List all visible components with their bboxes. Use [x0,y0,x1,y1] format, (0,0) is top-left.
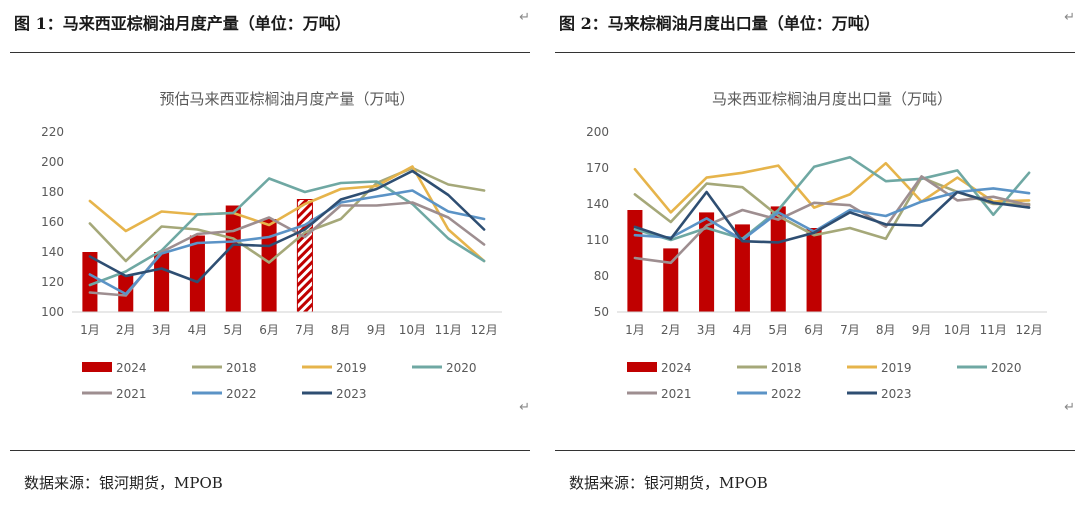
figure-panel-1: 图 1：马来西亚棕榈油月度产量（单位：万吨） ↵ 预估马来西亚棕榈油月度产量（万… [10,0,530,508]
legend-label-2023: 2023 [881,387,912,401]
y-tick-label: 170 [586,161,609,175]
x-tick-label: 3月 [152,323,172,337]
bar-2024 [82,252,98,312]
x-tick-label: 11月 [435,323,462,337]
x-tick-label: 5月 [223,323,243,337]
x-tick-label: 1月 [80,323,100,337]
x-tick-label: 8月 [331,323,351,337]
legend-label-2019: 2019 [881,361,912,375]
bar-2024 [261,219,277,312]
legend-label-2022: 2022 [226,387,257,401]
x-tick-label: 4月 [188,323,208,337]
legend-label-2020: 2020 [446,361,477,375]
bar-2024 [627,210,643,312]
bar-2024 [154,252,170,312]
legend-label-2018: 2018 [226,361,257,375]
line-2021 [633,175,1031,265]
legend-label-2020: 2020 [991,361,1022,375]
line-2023 [633,190,1031,244]
y-tick-label: 140 [41,245,64,259]
line-2018 [88,166,486,264]
y-tick-label: 220 [41,125,64,139]
legend-label-2023: 2023 [336,387,367,401]
x-tick-label: 2月 [116,323,136,337]
bar-2024 [225,205,241,312]
y-tick-label: 180 [41,185,64,199]
bar-2024 [734,224,750,312]
legend-label-2024: 2024 [116,361,147,375]
y-tick-label: 200 [41,155,64,169]
return-mark-icon: ↵ [519,10,530,25]
chart-title: 预估马来西亚棕榈油月度产量（万吨） [159,90,414,108]
x-tick-label: 12月 [470,323,497,337]
line-2019 [633,161,1031,214]
return-mark-icon: ↵ [1064,10,1075,25]
title-rule [555,52,1075,53]
production-chart: 预估马来西亚棕榈油月度产量（万吨） 100 120 140 160 180 200 220 1月… [41,90,502,401]
x-tick-label: 9月 [912,323,932,337]
x-tick-label: 4月 [733,323,753,337]
x-tick-label: 9月 [367,323,387,337]
x-tick-label: 7月 [295,323,315,337]
y-tick-label: 160 [41,215,64,229]
y-tick-label: 80 [594,269,609,283]
x-tick-label: 1月 [625,323,645,337]
bar-2024 [663,248,679,312]
bar-2024-forecast [296,199,313,313]
x-tick-label: 7月 [840,323,860,337]
x-tick-label: 11月 [980,323,1007,337]
x-tick-label: 3月 [697,323,717,337]
y-tick-label: 200 [586,125,609,139]
figure-title-1: 图 1：马来西亚棕榈油月度产量（单位：万吨） [14,14,351,33]
line-2022 [633,187,1031,242]
y-tick-label: 140 [586,197,609,211]
legend-swatch-2024 [627,362,657,372]
source-note-1: 数据来源：银河期货，MPOB [24,474,223,492]
x-tick-label: 8月 [876,323,896,337]
bottom-rule [10,450,530,451]
x-tick-label: 5月 [768,323,788,337]
bar-2024 [770,206,786,312]
chart-title: 马来西亚棕榈油月度出口量（万吨） [712,90,952,108]
x-tick-label: 6月 [259,323,279,337]
source-note-2: 数据来源：银河期货，MPOB [569,474,768,492]
bar-2024 [806,228,822,312]
y-tick-label: 120 [41,275,64,289]
legend-label-2019: 2019 [336,361,367,375]
bottom-rule [555,450,1075,451]
return-mark-icon: ↵ [1064,400,1075,415]
line-2020 [88,177,486,287]
line-2023 [88,169,486,284]
line-2022 [88,189,486,296]
legend-label-2024: 2024 [661,361,692,375]
x-tick-label: 12月 [1015,323,1042,337]
legend-label-2022: 2022 [771,387,802,401]
x-tick-label: 10月 [399,323,426,337]
legend-swatch-2024 [82,362,112,372]
legend-label-2021: 2021 [116,387,147,401]
legend-label-2021: 2021 [661,387,692,401]
x-tick-label: 2月 [661,323,681,337]
x-tick-label: 10月 [944,323,971,337]
x-tick-label: 6月 [804,323,824,337]
y-tick-label: 50 [594,305,609,319]
bar-2024 [189,235,205,312]
legend-label-2018: 2018 [771,361,802,375]
title-rule [10,52,530,53]
export-chart: 马来西亚棕榈油月度出口量（万吨） 50 80 110 140 170 200 1月 2月 3月 4月… [586,90,1047,401]
return-mark-icon: ↵ [519,400,530,415]
figure-panel-2: 图 2：马来棕榈油月度出口量（单位：万吨） ↵ 马来西亚棕榈油月度出口量（万吨）… [555,0,1075,508]
y-tick-label: 100 [41,305,64,319]
y-tick-label: 110 [586,233,609,247]
figure-title-2: 图 2：马来棕榈油月度出口量（单位：万吨） [559,14,880,33]
line-2019 [88,165,486,263]
bar-2024 [699,212,715,312]
